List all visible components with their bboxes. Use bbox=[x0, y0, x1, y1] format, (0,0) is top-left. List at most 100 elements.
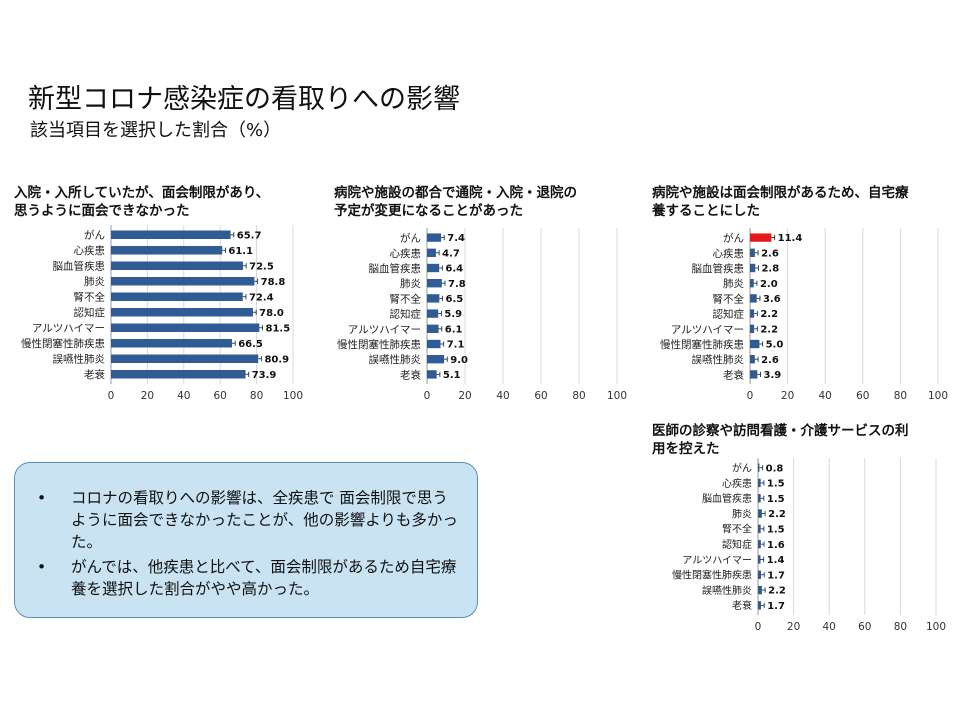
chart-1-category-label: 肺炎 bbox=[84, 276, 105, 288]
chart-3-bar bbox=[750, 309, 755, 318]
chart-3-value-label: 2.2 bbox=[760, 309, 778, 320]
chart-4-tick-label: 80 bbox=[894, 621, 907, 633]
chart-4-bar bbox=[758, 570, 762, 579]
chart-1-value-label: 81.5 bbox=[266, 323, 291, 334]
chart-2-bar bbox=[427, 309, 439, 318]
chart-1-tick-label: 80 bbox=[250, 390, 263, 402]
chart-3-bar bbox=[750, 355, 755, 364]
chart-2-category-label: 肺炎 bbox=[400, 278, 421, 290]
chart-1-title: 入院・入所していたが、面会制限があり、 思うように面会できなかった bbox=[14, 184, 269, 220]
chart-1-value-label: 78.8 bbox=[261, 277, 286, 288]
chart-1-value-label: 61.1 bbox=[228, 246, 253, 257]
chart-1-tick-label: 40 bbox=[177, 390, 190, 402]
chart-1-value-label: 72.4 bbox=[249, 292, 274, 303]
chart-4-category-label: 肺炎 bbox=[732, 508, 752, 520]
chart-2-bar bbox=[427, 294, 440, 303]
chart-4-category-label: 腎不全 bbox=[722, 523, 752, 536]
chart-3-category-label: 認知症 bbox=[713, 308, 745, 321]
chart-2-value-label: 9.0 bbox=[450, 355, 468, 366]
chart-2-value-label: 6.1 bbox=[445, 324, 463, 335]
chart-4-category-label: 心疾患 bbox=[722, 477, 752, 490]
chart-3-title-line-2: 養することにした bbox=[652, 203, 760, 219]
chart-3-value-label: 2.6 bbox=[761, 355, 779, 366]
chart-1-category-label: 脳血管疾患 bbox=[53, 260, 106, 273]
chart-1-category-label: アルツハイマー bbox=[32, 323, 105, 335]
chart-3-category-label: 慢性閉塞性肺疾患 bbox=[660, 338, 744, 351]
chart-1-bar bbox=[111, 276, 255, 286]
chart-2-value-label: 5.1 bbox=[443, 370, 461, 381]
chart-4-bar bbox=[758, 555, 761, 564]
chart-4-value-label: 2.2 bbox=[768, 586, 786, 597]
chart-3-category-label: がん bbox=[723, 232, 744, 245]
chart-4-tick-label: 60 bbox=[858, 621, 871, 633]
chart-4-tick-label: 40 bbox=[823, 621, 836, 633]
chart-1-title-line-1: 入院・入所していたが、面会制限があり、 bbox=[14, 185, 270, 201]
chart-2-category-label: 認知症 bbox=[390, 308, 422, 321]
chart-1-category-label: 腎不全 bbox=[74, 291, 106, 304]
chart-1-tick-label: 60 bbox=[214, 390, 227, 402]
chart-1-category-label: 誤嚥性肺炎 bbox=[53, 353, 106, 366]
chart-4-value-label: 2.2 bbox=[768, 509, 786, 520]
chart-3-tick-label: 80 bbox=[894, 390, 907, 402]
chart-3-category-label: 腎不全 bbox=[713, 292, 745, 305]
chart-3-title-line-1: 病院や施設は面会制限があるため、自宅療 bbox=[652, 185, 909, 201]
chart-3-category-label: 誤嚥性肺炎 bbox=[692, 353, 745, 366]
chart-3-category-label: アルツハイマー bbox=[671, 324, 744, 336]
chart-3-bar bbox=[750, 279, 754, 288]
chart-2-category-label: 腎不全 bbox=[390, 292, 422, 305]
chart-3-bar bbox=[750, 233, 772, 242]
chart-1-category-label: 認知症 bbox=[74, 306, 106, 319]
chart-1-category-label: 老衰 bbox=[84, 368, 105, 381]
chart-2-tick-label: 0 bbox=[424, 390, 431, 402]
chart-1-category-label: がん bbox=[84, 229, 105, 242]
chart-4-bar bbox=[758, 524, 761, 534]
chart-2-category-label: 慢性閉塞性肺疾患 bbox=[337, 338, 421, 351]
chart-4-title-line-1: 医師の診察や訪問看護・介護サービスの利 bbox=[652, 423, 909, 439]
chart-4-category-label: 脳血管疾患 bbox=[702, 492, 752, 505]
chart-1-category-label: 慢性閉塞性肺疾患 bbox=[21, 337, 105, 350]
chart-1-value-label: 72.5 bbox=[249, 261, 274, 272]
chart-2-tick-label: 60 bbox=[534, 390, 547, 402]
chart-3-bar bbox=[750, 324, 755, 333]
chart-4-bar bbox=[758, 601, 762, 610]
chart-4-category-label: アルツハイマー bbox=[682, 555, 752, 566]
chart-2-bar bbox=[427, 370, 437, 379]
chart-3-value-label: 2.8 bbox=[761, 264, 779, 275]
chart-1-bar bbox=[111, 230, 231, 240]
chart-4-value-label: 1.6 bbox=[767, 540, 785, 551]
chart-2-bar bbox=[427, 248, 436, 257]
chart-3-value-label: 2.0 bbox=[760, 279, 778, 290]
chart-4-value-label: 0.8 bbox=[766, 463, 784, 474]
chart-2-tick-label: 20 bbox=[458, 390, 471, 402]
chart-4-value-label: 1.4 bbox=[767, 555, 785, 566]
chart-4-category-label: 慢性閉塞性肺疾患 bbox=[672, 569, 752, 582]
chart-3-value-label: 3.6 bbox=[763, 294, 781, 305]
chart-4-category-label: 誤嚥性肺炎 bbox=[702, 584, 752, 597]
chart-3-value-label: 5.0 bbox=[766, 340, 784, 351]
chart-2-value-label: 7.4 bbox=[447, 233, 465, 244]
chart-2-category-label: 脳血管疾患 bbox=[369, 262, 422, 275]
chart-4-value-label: 1.7 bbox=[767, 601, 785, 612]
chart-3-value-label: 11.4 bbox=[778, 233, 803, 244]
chart-4-bar bbox=[758, 463, 760, 472]
chart-2-category-label: 誤嚥性肺炎 bbox=[369, 353, 422, 366]
summary-bullet-2: • がんでは、他疾患と比べて、面会制限があるため自宅療養を選択した割合がやや高かっ… bbox=[37, 558, 457, 598]
summary-callout: • コロナの看取りへの影響は、全疾患で 面会制限で思うように面会できなかったことが… bbox=[14, 462, 478, 618]
chart-2-title: 病院や施設の都合で通院・入院・退院の 予定が変更になることがあった bbox=[334, 184, 577, 220]
summary-bullet-1: • コロナの看取りへの影響は、全疾患で 面会制限で思うように面会できなかったことが… bbox=[37, 489, 458, 551]
chart-3-tick-label: 20 bbox=[781, 390, 794, 402]
chart-3-category-label: 心疾患 bbox=[713, 247, 745, 260]
chart-1-bar bbox=[111, 307, 253, 317]
chart-2-category-label: アルツハイマー bbox=[348, 324, 421, 336]
chart-3-bar bbox=[750, 370, 758, 379]
chart-4-bar bbox=[758, 585, 762, 595]
chart-4-tick-label: 0 bbox=[755, 621, 762, 633]
chart-1-value-label: 80.9 bbox=[264, 354, 289, 365]
chart-1-tick-label: 0 bbox=[108, 390, 115, 402]
chart-4-tick-label: 100 bbox=[926, 621, 946, 633]
chart-2-bar bbox=[427, 233, 442, 242]
chart-4-value-label: 1.7 bbox=[767, 570, 785, 581]
chart-1-bar bbox=[111, 354, 259, 364]
